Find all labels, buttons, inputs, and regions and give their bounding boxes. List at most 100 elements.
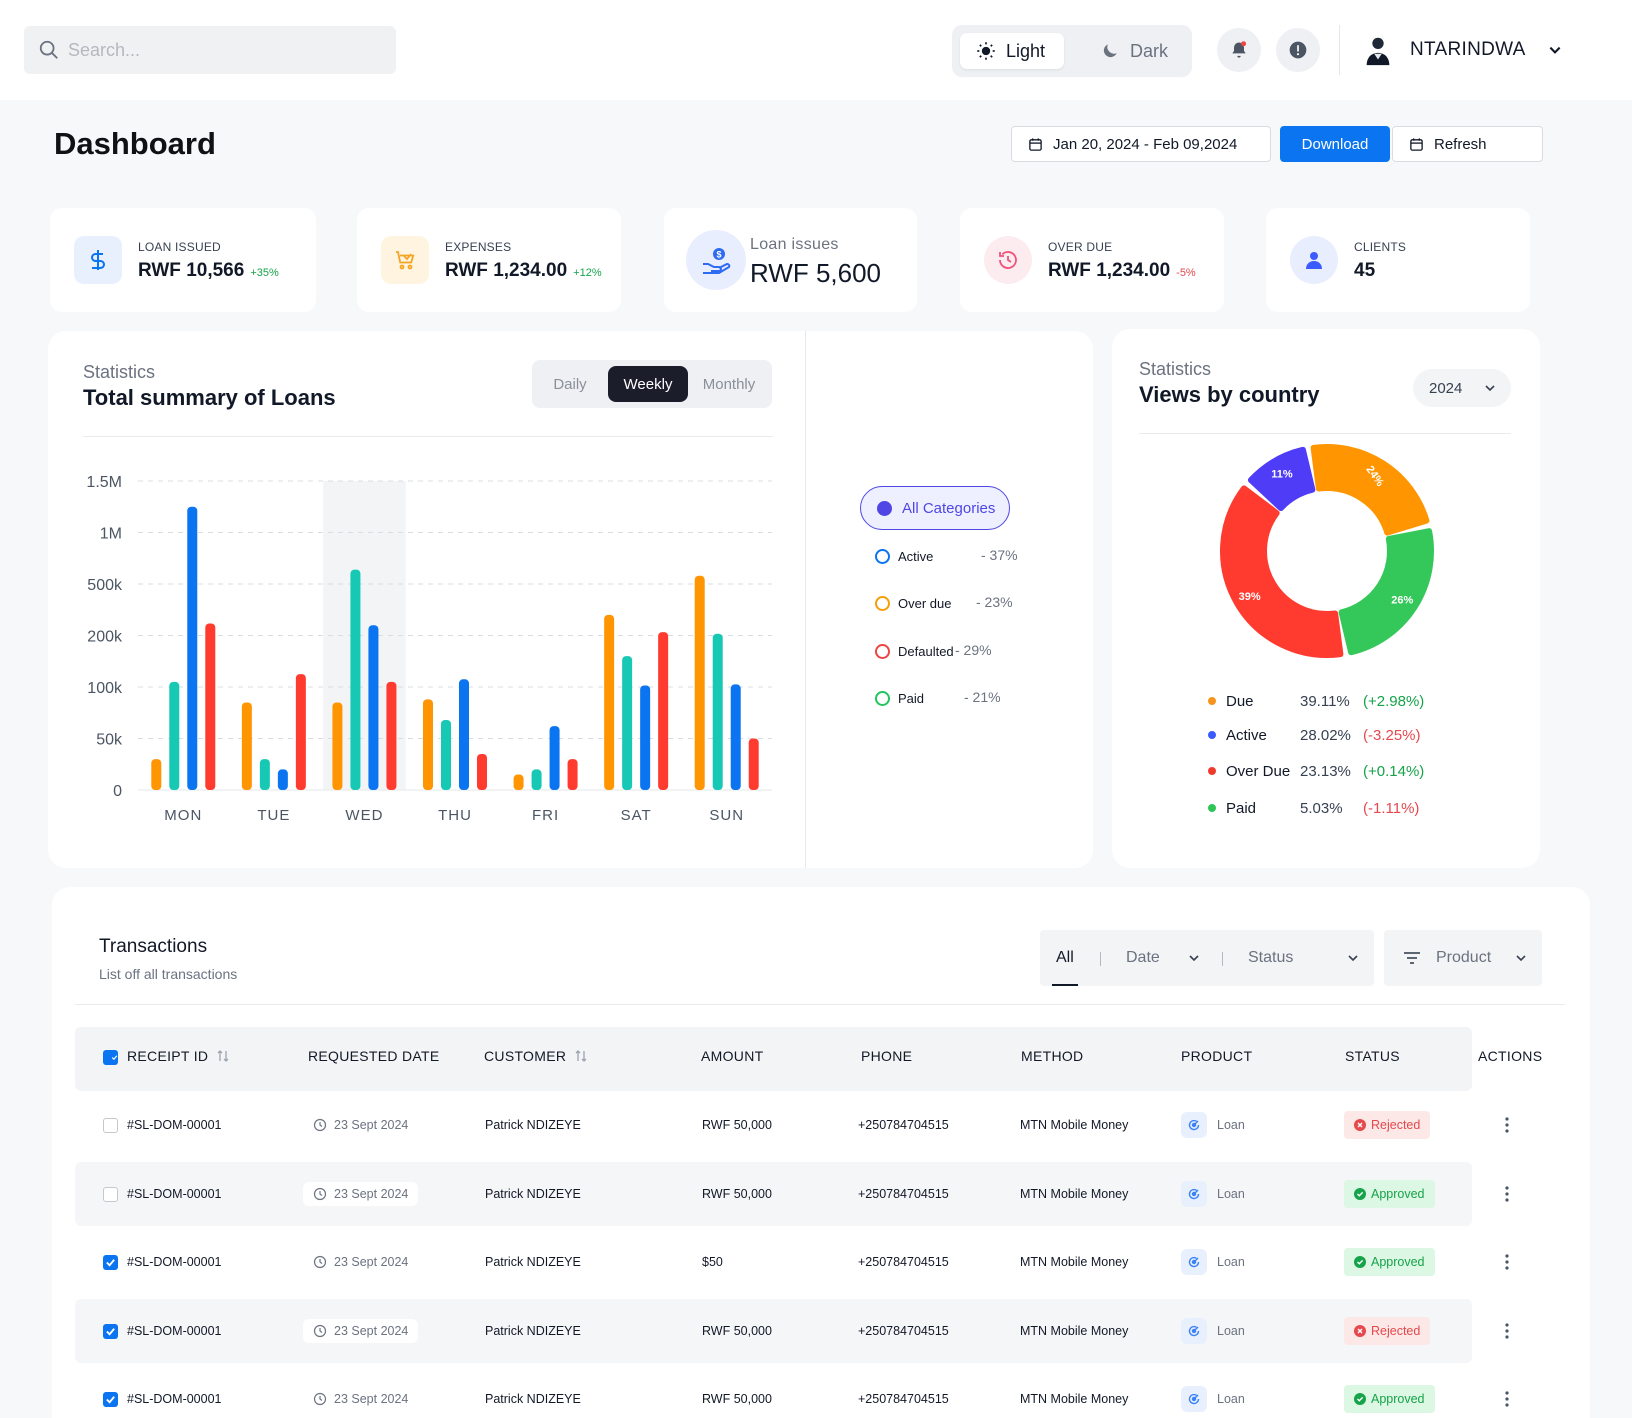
search-input[interactable]	[68, 39, 368, 61]
column-customer[interactable]: CUSTOMER	[484, 1048, 588, 1064]
checkbox[interactable]	[103, 1323, 118, 1339]
row-actions-button[interactable]	[1497, 1110, 1517, 1140]
loan-icon-wrap	[1181, 1318, 1207, 1344]
bar	[730, 684, 741, 790]
payment-method: MTN Mobile Money	[1020, 1392, 1129, 1406]
stat-card-loan-issued: LOAN ISSUED RWF 10,566 +35%	[50, 208, 316, 312]
row-actions-button[interactable]	[1497, 1179, 1517, 1209]
user-menu[interactable]: NTARINDWA	[1360, 30, 1562, 70]
date-chip: 23 Sept 2024	[303, 1387, 418, 1411]
bar	[441, 719, 451, 790]
chevron-down-icon	[1189, 955, 1199, 962]
customer-name: Patrick NDIZEYE	[485, 1118, 581, 1132]
row-checkbox[interactable]	[103, 1179, 118, 1209]
user-icon	[1306, 252, 1322, 269]
legend-label: Paid	[898, 690, 925, 706]
legend-label: Defaulted	[898, 643, 954, 659]
stat-icon-wrap: $	[686, 230, 746, 290]
refresh-button[interactable]: Refresh	[1392, 126, 1543, 162]
checkbox[interactable]	[103, 1391, 118, 1407]
status-badge: Approved	[1344, 1384, 1435, 1414]
download-button[interactable]: Download	[1280, 126, 1390, 162]
product: Loan	[1181, 1179, 1245, 1209]
date-range-picker[interactable]: Jan 20, 2024 - Feb 09,2024	[1011, 126, 1271, 162]
column-phone[interactable]: PHONE	[861, 1048, 913, 1064]
light-theme-button[interactable]: Light	[960, 33, 1064, 69]
column-requested-date[interactable]: REQUESTED DATE	[308, 1048, 440, 1064]
column-receipt-id[interactable]: RECEIPT ID	[127, 1048, 230, 1064]
pie-legend-item: Over Due 23.13% (+0.14%)	[1208, 761, 1448, 781]
search-box[interactable]	[24, 26, 396, 74]
legend-label: Over due	[898, 595, 952, 611]
y-tick-label: 1M	[100, 526, 122, 543]
row-actions-button[interactable]	[1497, 1384, 1517, 1414]
svg-text:$: $	[716, 250, 721, 260]
tab-weekly[interactable]: Weekly	[608, 366, 688, 402]
stat-delta: -5%	[1176, 267, 1196, 279]
tab-daily[interactable]: Daily	[553, 375, 587, 393]
bar	[295, 674, 306, 790]
notifications-button[interactable]	[1217, 28, 1261, 72]
avatar	[1360, 32, 1396, 68]
filter-all[interactable]: All	[1052, 930, 1078, 986]
checkbox[interactable]	[103, 1050, 118, 1065]
check-icon	[106, 1258, 115, 1267]
bar	[169, 681, 180, 790]
column-status[interactable]: STATUS	[1345, 1048, 1400, 1064]
panel-title: Total summary of Loans	[83, 385, 336, 410]
stat-value-text: RWF 1,234.00	[445, 260, 568, 281]
clock-icon	[313, 1187, 327, 1201]
product-chip: Loan	[1181, 1386, 1245, 1412]
legend-delta: (-3.25%)	[1363, 726, 1421, 744]
bar	[332, 702, 343, 790]
stat-label: EXPENSES	[445, 240, 512, 254]
loan-icon	[1188, 1325, 1200, 1337]
row-checkbox[interactable]	[103, 1384, 118, 1414]
checkbox[interactable]	[103, 1117, 118, 1133]
legend-delta: (-1.11%)	[1363, 799, 1420, 817]
row-checkbox[interactable]	[103, 1316, 118, 1346]
requested-date: 23 Sept 2024	[303, 1179, 419, 1209]
legend-item-active[interactable]: Active	[875, 546, 933, 566]
filter-product[interactable]: Product	[1384, 930, 1542, 986]
bar	[423, 699, 433, 790]
legend-label: Active	[898, 548, 934, 564]
checkbox[interactable]	[103, 1186, 118, 1202]
legend-delta: (+0.14%)	[1363, 762, 1425, 780]
date-chip: 23 Sept 2024	[303, 1182, 419, 1206]
loan-icon-wrap	[1181, 1112, 1207, 1138]
column-product[interactable]: PRODUCT	[1181, 1048, 1253, 1064]
bell-icon	[1232, 41, 1247, 58]
column-method[interactable]: METHOD	[1021, 1048, 1084, 1064]
legend-percentage: 28.02%	[1300, 726, 1351, 744]
column-amount[interactable]: AMOUNT	[701, 1048, 764, 1064]
alerts-button[interactable]	[1276, 28, 1320, 72]
row-checkbox[interactable]	[103, 1247, 118, 1277]
legend-item-paid[interactable]: Paid	[875, 688, 924, 708]
customer-name: Patrick NDIZEYE	[485, 1392, 581, 1406]
transactions-title: Transactions	[99, 936, 208, 957]
legend-item-over-due[interactable]: Over due	[875, 593, 951, 613]
row-actions-button[interactable]	[1497, 1316, 1517, 1346]
filter-date[interactable]: Date	[1126, 930, 1200, 986]
select-all-checkbox[interactable]	[103, 1050, 118, 1065]
status-text: Rejected	[1371, 1324, 1421, 1338]
donut-slice-label: 39%	[1239, 591, 1261, 603]
year-select[interactable]: 2024	[1413, 369, 1511, 407]
legend-percentage: - 21%	[964, 689, 1001, 705]
loans-panel-heading: Statistics Total summary of Loans	[83, 362, 336, 411]
filter-status[interactable]: Status	[1248, 930, 1359, 986]
donut-slice	[1220, 485, 1344, 658]
checkbox[interactable]	[103, 1254, 118, 1270]
tab-monthly[interactable]: Monthly	[702, 375, 756, 393]
row-checkbox[interactable]	[103, 1110, 118, 1140]
legend-item-defaulted[interactable]: Defaulted	[875, 641, 954, 661]
stat-label: OVER DUE	[1048, 240, 1113, 254]
donut-slice	[1338, 528, 1434, 656]
row-actions-button[interactable]	[1497, 1247, 1517, 1277]
product-text: Loan	[1217, 1118, 1245, 1132]
legend-marker	[875, 548, 890, 564]
all-categories-button[interactable]: All Categories	[860, 486, 1010, 530]
dark-theme-button[interactable]: Dark	[1092, 33, 1192, 69]
bar	[277, 769, 288, 790]
